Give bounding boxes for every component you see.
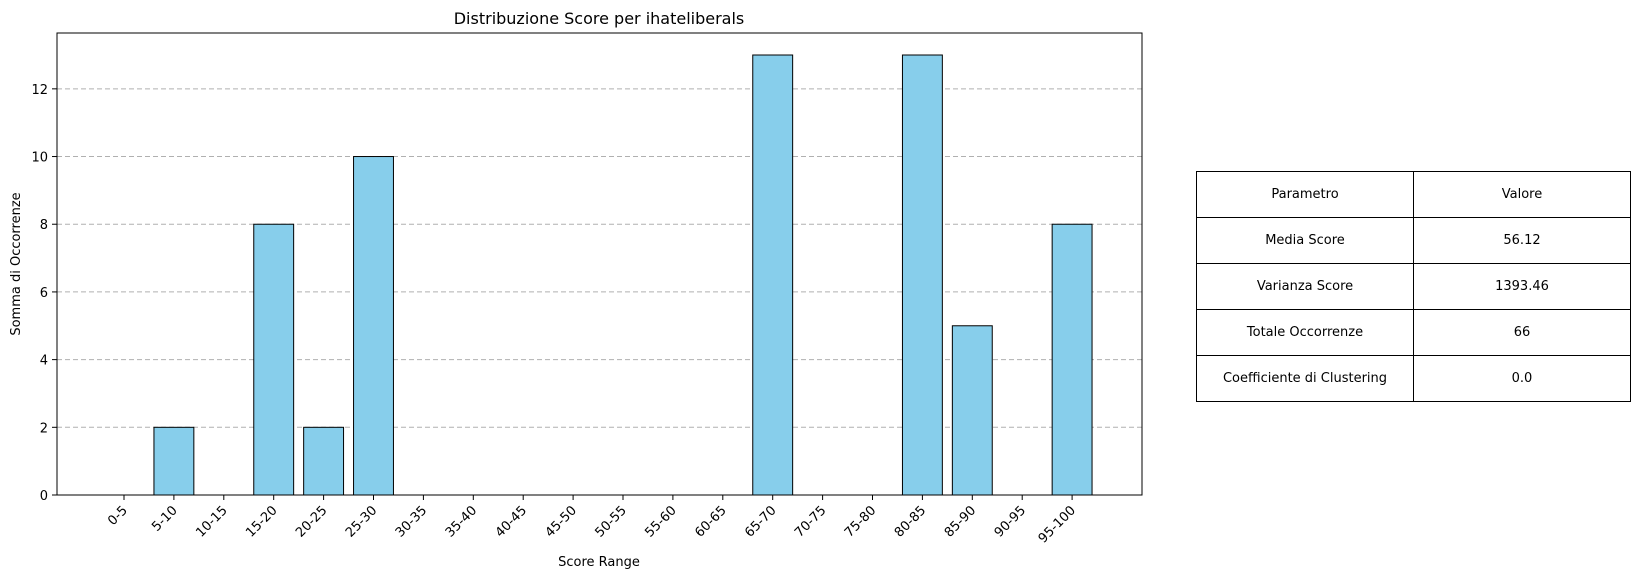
table-cell-parameter: Coefficiente di Clustering [1196,355,1414,402]
table-header-cell: Parametro [1196,171,1414,218]
x-tick-label: 80-85 [892,503,929,540]
table-row: Coefficiente di Clustering 0.0 [1196,355,1631,402]
table-header-row: Parametro Valore [1196,171,1631,218]
table-row: Media Score 56.12 [1196,217,1631,264]
y-tick-label: 8 [40,218,48,233]
score-distribution-chart: 0 2 4 6 8 10 12 0-5 5-10 10-15 15-20 20-25 25-30 30-… [9,9,1143,570]
x-tick-label: 90-95 [992,503,1029,540]
x-tick-label: 65-70 [742,503,779,540]
bar [951,325,993,496]
y-tick-label: 6 [40,286,48,301]
y-tick-label: 10 [31,151,48,166]
statistics-table: Parametro Valore Media Score 56.12 Varia… [1196,171,1631,402]
y-tick-label: 12 [31,83,48,98]
x-tick-label: 50-55 [593,503,630,540]
x-tick-label: 35-40 [443,503,480,540]
y-tick-label: 4 [40,354,48,369]
x-tick-label: 60-65 [692,503,729,540]
x-tick-label: 75-80 [842,503,879,540]
table-cell-value: 66 [1413,309,1631,356]
table-cell-parameter: Media Score [1196,217,1414,264]
y-tick-label: 2 [40,421,48,436]
chart-title: Distribuzione Score per ihateliberals [454,9,745,28]
x-tick-label: 85-90 [942,503,979,540]
x-tick-label: 15-20 [243,503,280,540]
x-tick-label: 30-35 [393,503,430,540]
table-row: Varianza Score 1393.46 [1196,263,1631,310]
x-tick-label: 95-100 [1036,503,1079,546]
x-axis-ticks: 0-5 5-10 10-15 15-20 20-25 25-30 30-35 35-40 40-… [105,495,1079,546]
bar [353,156,394,496]
table-header-cell: Valore [1413,171,1631,218]
bar [253,223,295,496]
table-row: Totale Occorrenze 66 [1196,309,1631,356]
bars [153,54,1093,496]
y-axis-label: Somma di Occorrenze [9,192,24,335]
x-tick-label: 40-45 [493,503,530,540]
x-tick-label: 5-10 [149,503,180,534]
y-axis-ticks: 0 2 4 6 8 10 12 [31,83,57,504]
x-tick-label: 10-15 [193,503,230,540]
x-tick-label: 25-30 [343,503,380,540]
x-tick-label: 70-75 [792,503,829,540]
y-tick-label: 0 [40,489,48,504]
bar [303,426,345,496]
plot-frame [56,32,1143,496]
x-tick-label: 45-50 [543,503,580,540]
table-cell-value: 56.12 [1413,217,1631,264]
x-axis-label: Score Range [558,555,640,570]
x-tick-label: 55-60 [642,503,679,540]
bar [1051,223,1093,496]
table-cell-parameter: Varianza Score [1196,263,1414,310]
table-cell-parameter: Totale Occorrenze [1196,309,1414,356]
x-tick-label: 20-25 [293,503,330,540]
bar [153,426,195,496]
bar [752,54,794,496]
x-tick-label: 0-5 [105,503,131,529]
table-cell-value: 1393.46 [1413,263,1631,310]
bar [901,54,943,496]
table-cell-value: 0.0 [1413,355,1631,402]
